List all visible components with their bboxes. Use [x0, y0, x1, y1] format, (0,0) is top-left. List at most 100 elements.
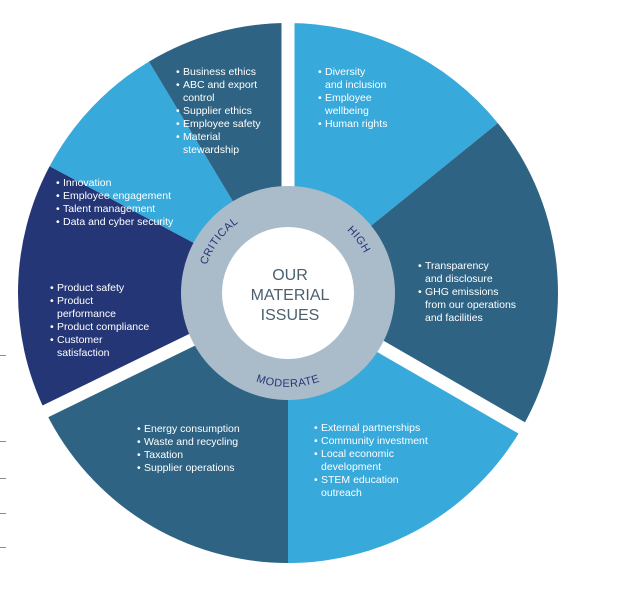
ring-label-moderate: MODERATE — [255, 373, 321, 390]
issue-line: performance — [50, 308, 149, 321]
edge-mark — [0, 547, 6, 548]
issue-line: • ABC and export — [176, 79, 261, 92]
issue-text: Employee engagement — [63, 190, 171, 202]
issue-text: Transparency — [425, 260, 489, 272]
bullet-dot: • — [176, 66, 180, 78]
bullet-dot: • — [318, 118, 322, 130]
issue-line: • Product safety — [50, 282, 149, 295]
issue-line: and facilities — [418, 312, 516, 325]
issue-line: • Customer — [50, 334, 149, 347]
bullet-dot: • — [137, 436, 141, 448]
issue-line: from our operations — [418, 299, 516, 312]
issue-text: satisfaction — [57, 347, 110, 359]
issue-line: • Product — [50, 295, 149, 308]
center-title: OUR MATERIAL ISSUES — [238, 266, 342, 326]
segment-high-right — [288, 123, 558, 428]
issue-line: • STEM education — [314, 474, 428, 487]
segment-label-high-right: • Transparency and disclosure • GHG emission… — [418, 260, 516, 325]
issue-line: • Employee engagement — [56, 190, 173, 203]
bullet-dot: • — [50, 334, 54, 346]
issue-text: Community investment — [321, 435, 428, 447]
bullet-dot: • — [50, 282, 54, 294]
issue-line: development — [314, 461, 428, 474]
issue-line: • Product compliance — [50, 321, 149, 334]
issue-text: Taxation — [144, 449, 184, 461]
issue-line: • External partnerships — [314, 422, 428, 435]
issue-text: from our operations — [425, 299, 517, 311]
issue-line: • Data and cyber security — [56, 216, 173, 229]
bullet-dot: • — [137, 423, 141, 435]
issue-text: outreach — [321, 487, 362, 499]
issue-line: and disclosure — [418, 273, 516, 286]
issue-text: STEM education — [321, 474, 399, 486]
issue-text: Material — [183, 131, 221, 143]
issue-line: • Employee safety — [176, 118, 261, 131]
bullet-dot: • — [56, 216, 60, 228]
bullet-dot: • — [137, 462, 141, 474]
issue-text: External partnerships — [321, 422, 421, 434]
edge-mark — [0, 441, 6, 442]
issue-text: Talent management — [63, 203, 156, 215]
issue-text: Product safety — [57, 282, 125, 294]
issue-text: Employee safety — [183, 118, 261, 130]
issue-text: and facilities — [425, 312, 483, 324]
issue-line: • Community investment — [314, 435, 428, 448]
bullet-dot: • — [176, 118, 180, 130]
issue-line: and inclusion — [318, 79, 387, 92]
issue-line: • Supplier ethics — [176, 105, 261, 118]
bullet-dot: • — [418, 260, 422, 272]
bullet-dot: • — [318, 92, 322, 104]
bullet-dot: • — [176, 131, 180, 143]
issue-text: Business ethics — [183, 66, 256, 78]
issue-text: Product — [57, 295, 94, 307]
bullet-dot: • — [176, 105, 180, 117]
issue-text: Customer — [57, 334, 103, 346]
center-disc — [222, 227, 354, 359]
segment-label-moderate-left: • Energy consumption • Waste and recycling •… — [137, 423, 240, 475]
issue-text: Data and cyber security — [63, 216, 174, 228]
issue-line: • Taxation — [137, 449, 240, 462]
issue-text: control — [183, 92, 215, 104]
center-title-line: MATERIAL — [250, 287, 330, 304]
issue-line: • Supplier operations — [137, 462, 240, 475]
issue-text: Innovation — [63, 177, 112, 189]
bullet-dot: • — [314, 435, 318, 447]
bullet-dot: • — [50, 295, 54, 307]
bullet-dot: • — [56, 177, 60, 189]
issue-text: GHG emissions — [425, 286, 499, 298]
issue-line: • GHG emissions — [418, 286, 516, 299]
issue-text: ABC and export — [183, 79, 258, 91]
issue-line: • Transparency — [418, 260, 516, 273]
edge-mark — [0, 478, 6, 479]
issue-text: and inclusion — [325, 79, 387, 91]
issue-line: stewardship — [176, 144, 261, 157]
issue-text: Supplier operations — [144, 462, 235, 474]
issue-text: wellbeing — [325, 105, 369, 117]
issue-text: Human rights — [325, 118, 388, 130]
issue-line: • Local economic — [314, 448, 428, 461]
segment-label-critical-left: • Product safety • Product performance • Produ… — [50, 282, 149, 360]
issue-text: Local economic — [321, 448, 394, 460]
issue-text: Energy consumption — [144, 423, 240, 435]
bullet-dot: • — [314, 422, 318, 434]
issue-line: control — [176, 92, 261, 105]
issue-line: • Employee — [318, 92, 387, 105]
segment-critical-left — [17, 166, 288, 412]
bullet-dot: • — [137, 449, 141, 461]
issue-line: wellbeing — [318, 105, 387, 118]
segment-label-high-top: • Diversity and inclusion • Employee wellbein… — [318, 66, 387, 131]
edge-mark — [0, 513, 6, 514]
issue-text: and disclosure — [425, 273, 493, 285]
bullet-dot: • — [50, 321, 54, 333]
segment-label-moderate-right: • External partnerships • Community investm… — [314, 422, 428, 500]
issue-text: performance — [57, 308, 116, 320]
issue-line: • Diversity — [318, 66, 387, 79]
segment-label-critical-upper-left: • Innovation • Employee engagement • Talent m… — [56, 177, 173, 229]
issue-line: • Material — [176, 131, 261, 144]
center-title-line: ISSUES — [260, 307, 320, 324]
bullet-dot: • — [176, 79, 180, 91]
issue-line: outreach — [314, 487, 428, 500]
bullet-dot: • — [56, 203, 60, 215]
issue-line: • Business ethics — [176, 66, 261, 79]
